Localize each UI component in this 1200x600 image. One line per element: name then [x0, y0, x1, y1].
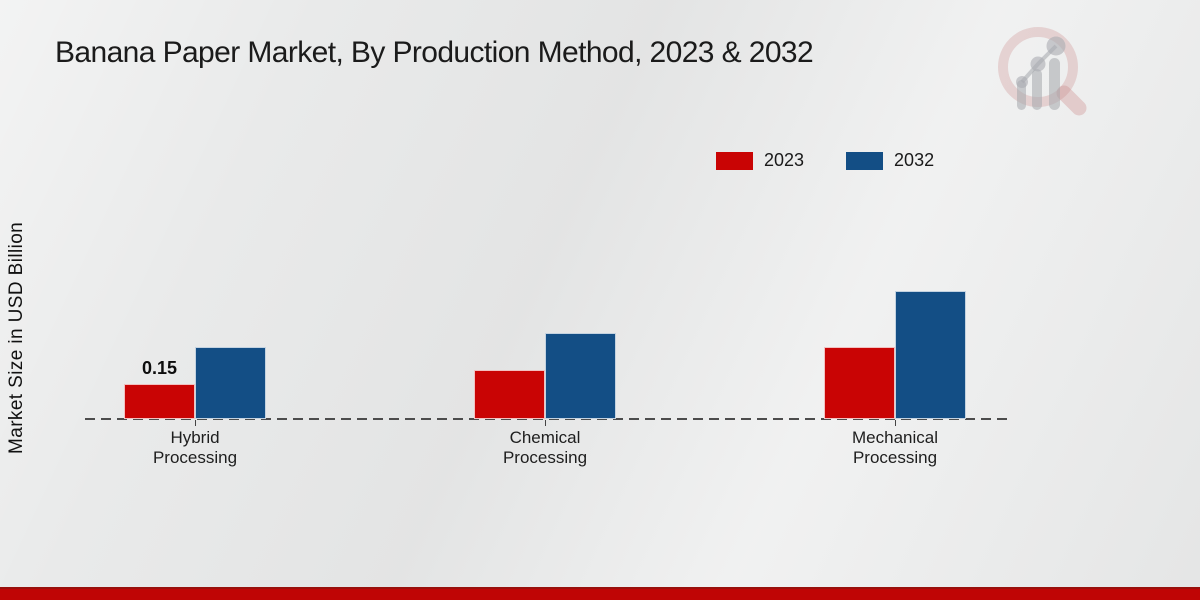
axis-tick-hybrid-processing [195, 420, 196, 426]
bar-2023-hybrid-processing [124, 384, 195, 419]
bar-2023-chemical-processing [474, 370, 545, 419]
bar-2023-mechanical-processing [824, 347, 895, 419]
x-tick-label-chemical-processing: Chemical Processing [502, 428, 588, 468]
axis-tick-mechanical-processing [895, 420, 896, 426]
legend-item-2023: 2023 [716, 150, 804, 171]
legend: 2023 2032 [716, 150, 934, 171]
x-tick-label-mechanical-processing: Mechanical Processing [852, 428, 938, 468]
bar-value-label: 0.15 [141, 358, 178, 378]
x-axis-baseline [85, 418, 1007, 420]
magnifier-chart-icon [998, 27, 1087, 116]
legend-label-2032: 2032 [894, 150, 935, 170]
bar-2032-mechanical-processing [895, 291, 966, 419]
bar-2032-hybrid-processing [195, 347, 266, 419]
bar-2032-chemical-processing [545, 333, 616, 419]
footer-accent-bar [0, 587, 1200, 600]
x-tick-label-hybrid-processing: Hybrid Processing [152, 428, 238, 468]
legend-item-2032: 2032 [846, 150, 934, 171]
legend-swatch-2032 [846, 151, 884, 170]
page-title: Banana Paper Market, By Production Metho… [55, 36, 814, 69]
legend-label-2023: 2023 [764, 150, 805, 170]
axis-tick-chemical-processing [545, 420, 546, 426]
market-research-magnifier-logo [988, 22, 1092, 122]
legend-swatch-2023 [716, 151, 753, 170]
